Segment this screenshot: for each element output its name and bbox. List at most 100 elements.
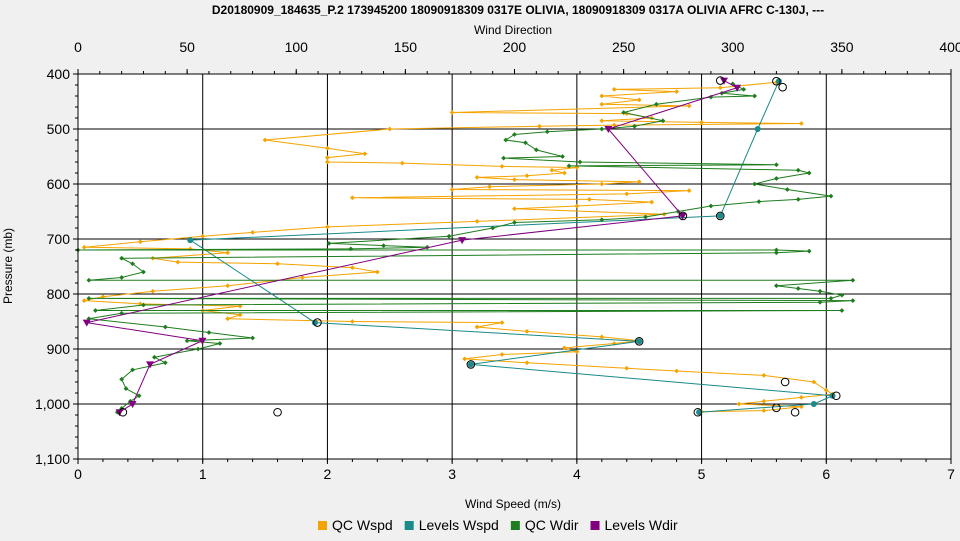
data-point (250, 335, 255, 341)
data-point (674, 368, 680, 374)
data-point (123, 386, 129, 391)
level-marker (778, 82, 787, 92)
y-tick-label: 700 (47, 231, 71, 247)
data-point (686, 103, 692, 109)
data-point (733, 84, 742, 92)
data-point (611, 341, 617, 346)
data-point (798, 395, 804, 400)
data-point (136, 393, 142, 399)
legend-item-levels-wdir[interactable]: Levels Wdir (590, 517, 678, 533)
data-point (250, 230, 255, 235)
x-top-tick-label: 50 (179, 39, 195, 55)
x-bottom-tick-label: 7 (947, 466, 955, 482)
legend-swatch (510, 521, 520, 530)
data-point (523, 140, 528, 146)
level-marker (118, 407, 128, 417)
data-point (806, 170, 812, 176)
data-point (717, 85, 723, 91)
data-point (599, 217, 605, 223)
data-point (549, 167, 555, 173)
top-axis-label: Wind Direction (474, 23, 552, 37)
data-point (599, 334, 605, 340)
data-point (544, 129, 550, 135)
data-point (474, 324, 480, 330)
level-marker (693, 407, 703, 417)
data-point (86, 316, 92, 322)
y-tick-label: 1,100 (35, 451, 70, 467)
data-point (137, 239, 143, 245)
y-tick-label: 800 (47, 286, 71, 302)
data-point (195, 346, 201, 352)
legend-item-qc-wdir[interactable]: QC Wdir (510, 517, 579, 533)
level-marker (772, 403, 781, 413)
y-tick-label: 400 (47, 66, 71, 82)
data-point (458, 237, 467, 245)
data-point (512, 220, 517, 225)
data-point (81, 298, 87, 303)
data-point (817, 299, 823, 305)
data-point (754, 126, 761, 132)
data-point (577, 159, 583, 165)
data-point (798, 121, 804, 126)
data-point (237, 312, 243, 318)
legend-swatch (318, 521, 327, 530)
data-point (198, 337, 207, 345)
data-point (823, 387, 829, 393)
data-point (119, 310, 125, 316)
data-point (736, 401, 742, 407)
x-bottom-tick-label: 1 (199, 466, 207, 482)
legend-item-levels-wspd[interactable]: Levels Wspd (404, 517, 499, 533)
y-tick-label: 1,000 (35, 396, 70, 412)
data-point (774, 283, 779, 289)
data-point (474, 219, 480, 224)
x-bottom-tick-label: 3 (448, 466, 456, 482)
data-point (611, 87, 617, 92)
legend[interactable]: QC Wspd Levels Wspd QC Wdir Levels Wdir (318, 517, 678, 533)
data-point (446, 233, 452, 239)
x-bottom-tick-label: 5 (698, 466, 706, 482)
data-point (151, 354, 157, 360)
data-point (348, 246, 354, 252)
data-point (624, 191, 630, 197)
data-point (611, 122, 617, 128)
data-point (810, 401, 817, 407)
data-point (599, 93, 605, 99)
plot-area (78, 74, 951, 459)
data-point (119, 376, 125, 382)
data-point (798, 404, 804, 410)
data-point (326, 241, 332, 246)
data-point (512, 177, 517, 182)
legend-label: QC Wspd (332, 517, 393, 533)
data-point (311, 319, 318, 326)
data-point (512, 206, 517, 212)
data-point (381, 243, 386, 248)
data-point (349, 195, 355, 201)
data-point (561, 345, 567, 351)
x-top-tick-label: 0 (74, 39, 82, 55)
data-point (624, 365, 630, 371)
data-point (81, 244, 87, 250)
data-point (187, 237, 194, 244)
legend-label: Levels Wspd (419, 517, 499, 533)
data-point (806, 248, 812, 254)
data-point (449, 110, 455, 115)
data-point (678, 212, 687, 220)
data-point (741, 87, 747, 92)
legend-item-qc-wspd[interactable]: QC Wspd (318, 517, 393, 533)
series-layer (75, 77, 856, 417)
data-point (839, 292, 845, 298)
data-point (784, 187, 790, 192)
data-point (752, 93, 757, 99)
data-point (86, 296, 92, 301)
legend-label: QC Wdir (525, 517, 579, 533)
data-point (774, 247, 779, 253)
data-point (474, 175, 480, 180)
data-point (499, 164, 505, 169)
level-marker (634, 337, 644, 346)
data-point (561, 170, 567, 176)
series-line (86, 80, 739, 413)
chart-title: D20180909_184635_P.2 173945200 180909183… (212, 3, 824, 17)
data-point (325, 155, 330, 160)
data-point (574, 349, 580, 355)
